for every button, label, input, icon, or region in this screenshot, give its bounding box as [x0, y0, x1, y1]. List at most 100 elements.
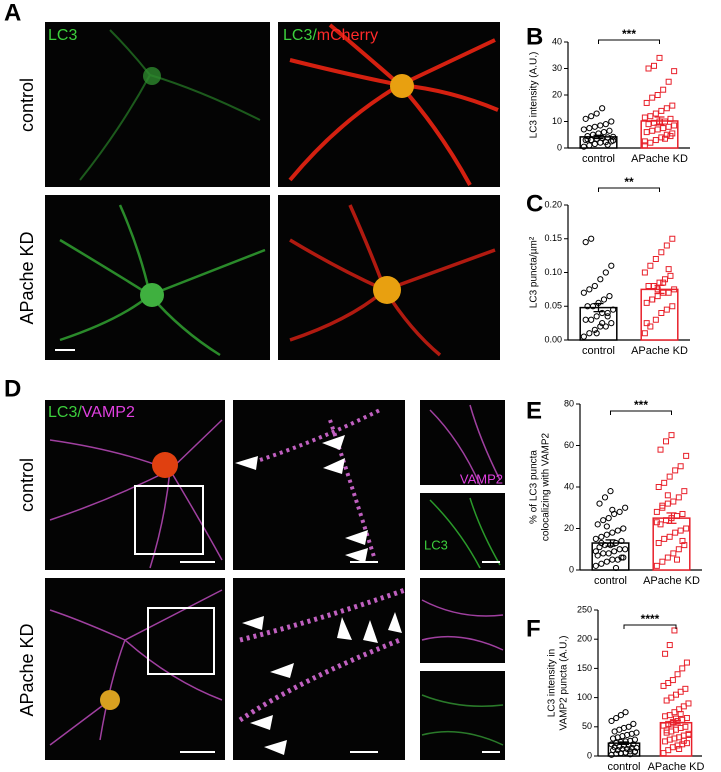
y-tick-label: 40: [564, 481, 574, 491]
data-point: [649, 94, 656, 101]
data-point: [631, 748, 639, 756]
row-label: APache KD: [17, 623, 37, 716]
data-point: [668, 432, 675, 439]
data-point: [654, 286, 661, 293]
y-tick-label: 0.15: [544, 233, 562, 243]
data-point: [597, 276, 604, 283]
y-tick-label: 0: [569, 564, 574, 574]
data-point: [666, 533, 673, 540]
image-label-part: mCherry: [317, 27, 378, 44]
micrograph: [233, 578, 406, 760]
data-point: [611, 548, 618, 555]
y-axis-label: LC3 intensity in: [547, 649, 558, 717]
data-point: [672, 467, 679, 474]
x-tick-label: APache KD: [631, 153, 688, 165]
data-point: [591, 326, 598, 333]
data-point: [661, 479, 668, 486]
data-point: [610, 306, 617, 313]
data-point: [608, 262, 615, 269]
data-point: [584, 132, 591, 140]
row-label: control: [17, 458, 37, 512]
data-point: [667, 272, 674, 279]
data-point: [633, 744, 640, 751]
data-point: [655, 540, 662, 547]
y-tick-label: 80: [564, 398, 574, 408]
data-point: [643, 99, 650, 106]
x-tick-label: control: [582, 153, 615, 165]
data-point: [620, 554, 627, 561]
micrograph: [45, 22, 270, 187]
data-point: [622, 546, 629, 553]
significance-label: ***: [634, 398, 648, 412]
data-point: [588, 316, 595, 323]
data-point: [580, 143, 587, 150]
data-point: [580, 289, 587, 296]
y-axis-label: % of LC3 puncta: [529, 450, 540, 524]
data-point: [614, 527, 621, 534]
data-point: [592, 548, 599, 555]
micrograph: [45, 400, 225, 570]
data-point: [683, 659, 690, 666]
data-point: [670, 498, 677, 505]
data-point: [669, 102, 676, 109]
micrograph: [45, 195, 270, 360]
data-point: [592, 562, 599, 569]
panel-label: A: [4, 0, 21, 26]
data-point: [601, 494, 609, 501]
data-point: [666, 642, 673, 649]
x-tick-label: control: [582, 345, 615, 357]
data-point: [685, 731, 692, 738]
row-label: control: [17, 78, 37, 132]
data-point: [643, 299, 650, 306]
y-tick-label: 60: [564, 440, 574, 450]
data-point: [661, 276, 668, 283]
data-point: [584, 136, 591, 143]
data-point: [602, 121, 609, 128]
data-point: [671, 68, 678, 75]
data-point: [589, 303, 597, 310]
data-point: [606, 127, 613, 134]
image-label-part: VAMP2: [82, 404, 135, 421]
data-point: [610, 133, 617, 140]
data-point: [683, 715, 690, 722]
data-point: [592, 535, 599, 542]
data-point: [657, 446, 664, 453]
panel-label: D: [4, 375, 21, 402]
y-tick-label: 30: [552, 63, 562, 73]
data-point: [593, 313, 600, 320]
data-point: [663, 438, 670, 445]
y-tick-label: 0: [587, 750, 592, 760]
x-tick-label: APache KD: [648, 761, 705, 772]
data-point: [653, 562, 660, 569]
data-point: [609, 529, 616, 536]
data-point: [616, 508, 623, 515]
data-point: [582, 239, 589, 246]
micrograph: [420, 493, 505, 570]
data-point: [594, 521, 601, 528]
micrograph: [420, 578, 505, 663]
significance-label: **: [624, 175, 634, 189]
data-point: [608, 320, 615, 327]
data-point: [617, 712, 624, 719]
data-point: [622, 709, 629, 716]
data-point: [673, 556, 680, 563]
data-point: [669, 235, 676, 242]
data-point: [680, 737, 687, 744]
data-point: [651, 62, 658, 69]
data-point: [597, 122, 604, 129]
data-point: [677, 710, 684, 717]
data-point: [681, 542, 688, 549]
data-point: [681, 488, 688, 495]
data-point: [663, 727, 670, 734]
data-point: [633, 729, 640, 736]
panel-label: B: [526, 23, 543, 50]
panel-label: E: [526, 397, 542, 424]
data-point: [671, 627, 678, 634]
data-point: [660, 279, 667, 286]
significance-label: ****: [641, 612, 660, 626]
y-axis-label: VAMP2 puncta (A.U.): [559, 636, 570, 731]
data-point: [647, 113, 654, 120]
y-axis-label: colocalizing with VAMP2: [541, 432, 552, 541]
data-point: [580, 333, 587, 340]
